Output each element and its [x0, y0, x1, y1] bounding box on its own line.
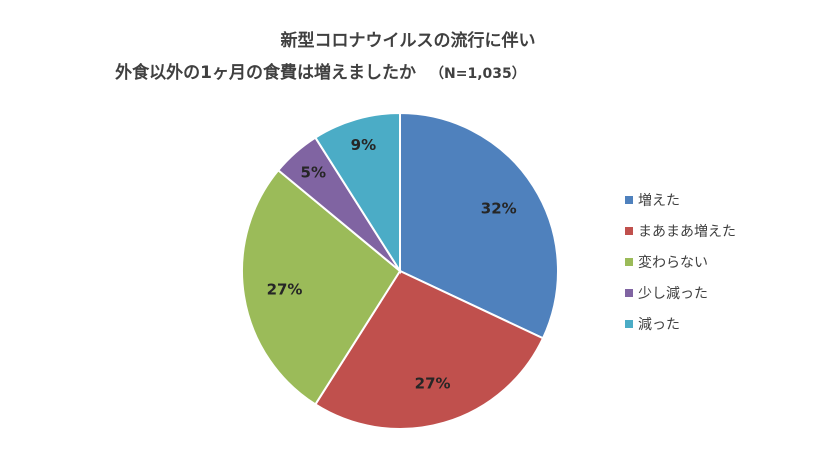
legend-label-2: まあまあ増えた: [638, 224, 736, 240]
legend-label-5: 減った: [638, 316, 680, 333]
pie-slice-3: [241, 168, 402, 406]
pie-slice-5: [313, 111, 401, 275]
legend-swatch-5: [625, 320, 633, 328]
pie-data-labels: 32% 27% 27% 5% 9%: [267, 136, 517, 392]
legend-swatch-1: [625, 196, 633, 204]
pie-data-label-4: 5%: [301, 164, 326, 182]
chart-title-line2: 外食以外の1ヶ月の食費は増えましたか: [115, 62, 416, 83]
pie-data-label-1: 32%: [481, 199, 517, 217]
chart-title-n: （N=1,035）: [430, 66, 526, 82]
legend-swatch-2: [625, 227, 633, 235]
legend-label-1: 増えた: [638, 193, 680, 209]
legend-swatch-3: [625, 258, 633, 266]
pie-data-label-3: 27%: [267, 280, 303, 298]
chart-title-line2-group: 外食以外の1ヶ月の食費は増えましたか （N=1,035）: [115, 62, 526, 83]
pie-slices: [241, 111, 559, 430]
legend-swatch-4: [625, 289, 633, 297]
pie-data-label-2: 27%: [415, 374, 451, 392]
chart-title-line1: 新型コロナウイルスの流行に伴い: [281, 30, 536, 51]
legend-label-3: 変わらない: [638, 254, 708, 271]
legend-label-4: 少し減った: [638, 285, 708, 302]
pie-data-label-5: 9%: [351, 136, 376, 154]
pie-slice-2: [313, 269, 545, 430]
pie-slice-1: [399, 111, 559, 340]
